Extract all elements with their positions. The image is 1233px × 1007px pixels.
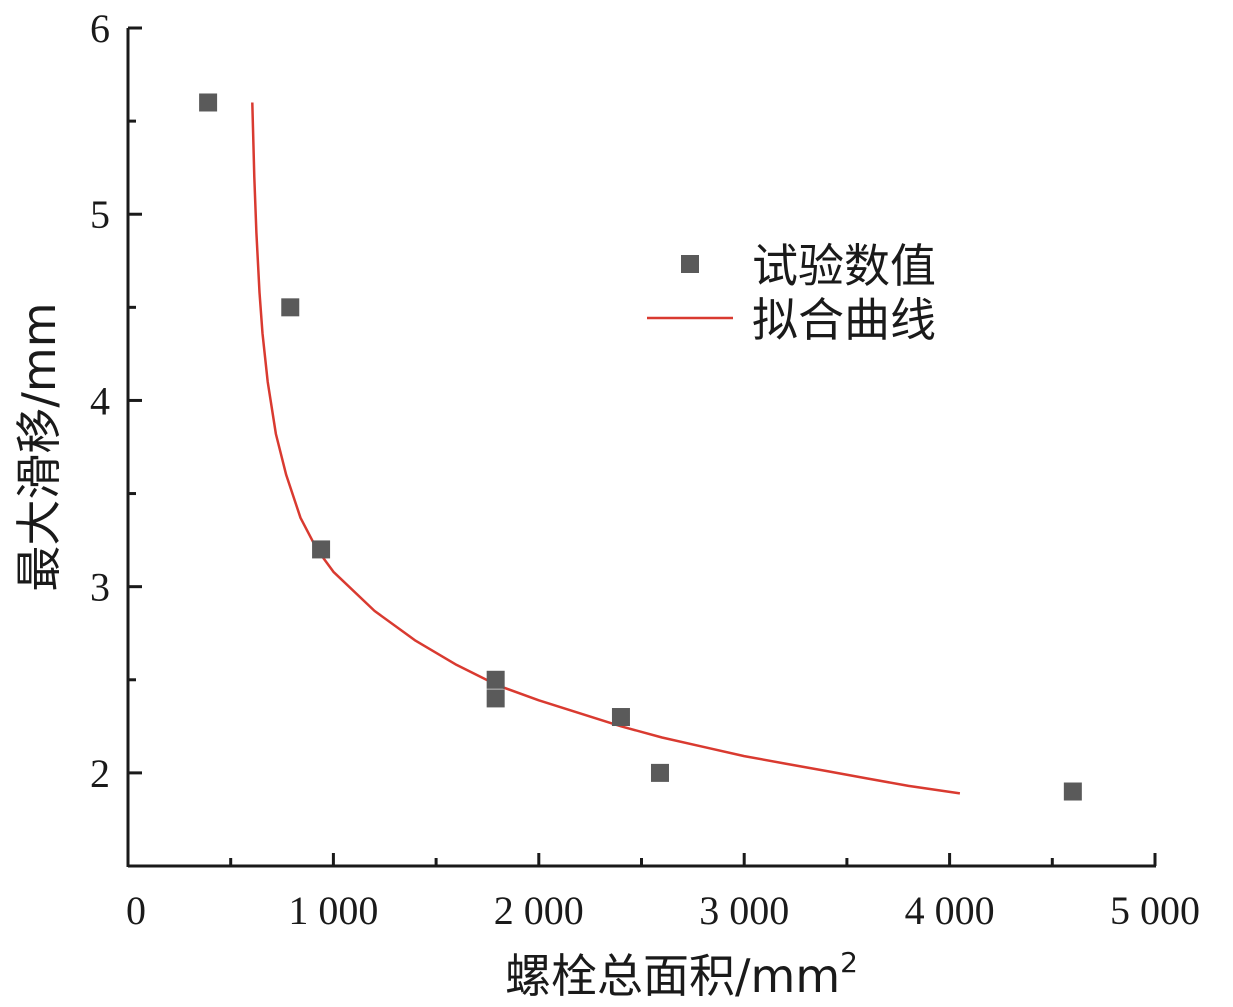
legend-label-fit-curve: 拟合曲线 <box>752 293 936 347</box>
x-tick-label: 0 <box>126 888 146 933</box>
y-axis-title: 最大滑移/mm <box>12 302 66 591</box>
x-tick-label: 3 000 <box>699 888 789 933</box>
data-point <box>650 763 669 782</box>
data-point <box>199 93 218 112</box>
test-data-series <box>199 93 1082 801</box>
data-point <box>1063 782 1082 801</box>
data-point <box>312 540 331 559</box>
data-point <box>281 298 300 317</box>
legend-label-test-data: 试验数值 <box>752 239 936 293</box>
fit-curve-line <box>251 102 961 795</box>
axes: 0 1 000 2 000 3 000 4 000 5 000 2 3 4 5 6 <box>90 6 1200 933</box>
x-tick-label: 4 000 <box>905 888 995 933</box>
x-tick-label: 5 000 <box>1110 888 1200 933</box>
y-tick-label: 5 <box>90 192 110 237</box>
y-tick-label: 4 <box>90 378 110 423</box>
fit-curve-series <box>251 102 961 795</box>
data-point <box>611 708 630 727</box>
y-tick-label: 2 <box>90 751 110 796</box>
x-axis-title: 螺栓总面积/mm2 <box>505 946 858 1003</box>
data-point <box>486 689 505 708</box>
legend-marker-test-data <box>681 255 699 273</box>
x-tick-label: 1 000 <box>288 888 378 933</box>
y-tick-label: 6 <box>90 6 110 51</box>
x-tick-label: 2 000 <box>494 888 584 933</box>
y-tick-label: 3 <box>90 565 110 610</box>
data-point <box>486 670 505 689</box>
